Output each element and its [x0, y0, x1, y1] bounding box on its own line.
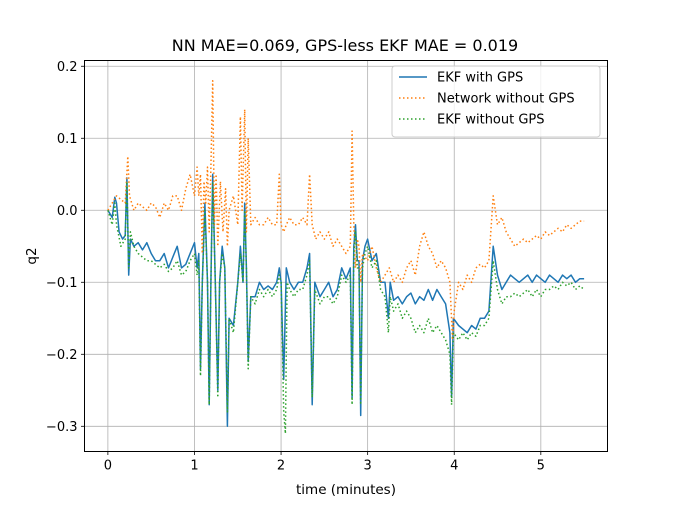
y-tick-label: 0.0	[57, 204, 78, 219]
plot-frame	[84, 60, 608, 452]
chart-title: NN MAE=0.069, GPS-less EKF MAE = 0.019	[172, 36, 518, 55]
x-tick-label: 4	[450, 459, 458, 474]
legend-label-1: EKF with GPS	[437, 71, 523, 86]
y-axis-label: q2	[24, 247, 40, 264]
x-tick-label: 3	[364, 459, 372, 474]
series-lines	[107, 79, 585, 435]
y-tick-label: −0.3	[46, 420, 78, 435]
series-line-2	[107, 79, 585, 341]
y-tick-label: −0.2	[46, 348, 78, 363]
x-tick-label: 2	[277, 459, 285, 474]
legend: EKF with GPS Network without GPS EKF witho…	[391, 65, 601, 138]
legend-label-2: Network without GPS	[437, 92, 575, 107]
series-line-1	[107, 173, 585, 428]
legend-box	[391, 65, 601, 138]
x-tick-label: 1	[190, 459, 198, 474]
x-tick-label: 5	[537, 459, 545, 474]
series-line-3	[107, 180, 585, 435]
y-tick-label: 0.2	[57, 60, 78, 75]
y-tick-label: 0.1	[57, 132, 78, 147]
x-axis-label: time (minutes)	[296, 482, 396, 498]
axis-ticks: 0 1 2 3 4 5 0.2 0.1 0.0 −0.1 −0.2 −0.3	[46, 60, 545, 474]
legend-label-3: EKF without GPS	[437, 113, 545, 128]
x-tick-label: 0	[104, 459, 112, 474]
y-tick-label: −0.1	[46, 276, 78, 291]
